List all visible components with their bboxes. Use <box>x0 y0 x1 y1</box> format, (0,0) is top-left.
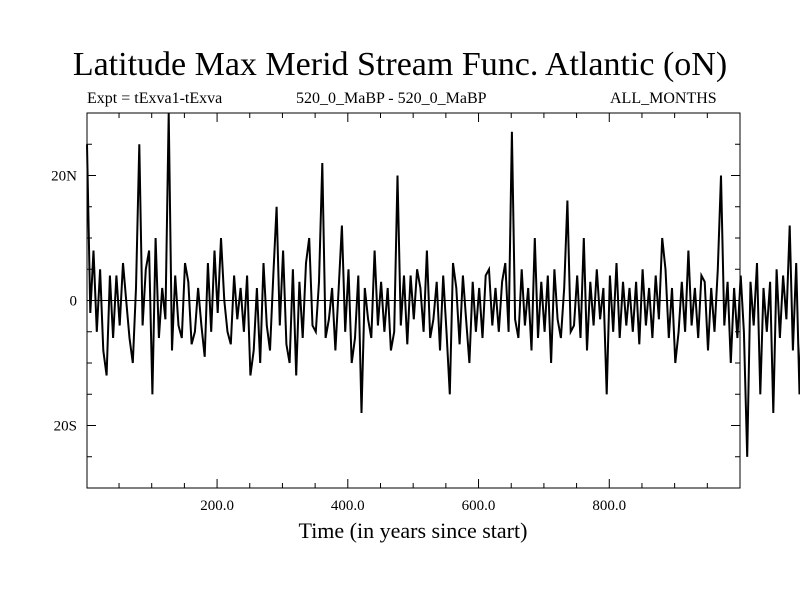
x-tick-label: 400.0 <box>331 498 365 514</box>
experiment-label: Expt = tExva1-tExva <box>87 90 223 107</box>
period-label: 520_0_MaBP - 520_0_MaBP <box>296 90 487 107</box>
x-axis-title: Time (in years since start) <box>298 518 528 543</box>
plot-frame <box>86 112 741 489</box>
months-label: ALL_MONTHS <box>610 90 717 107</box>
chart-title: Latitude Max Merid Stream Func. Atlantic… <box>72 46 728 83</box>
tick-labels: 200.0 400.0 600.0 800.0 20N 0 20S <box>51 169 626 515</box>
y-tick-label: 0 <box>70 294 78 310</box>
y-tick-label: 20N <box>51 169 77 185</box>
series-line <box>86 112 800 457</box>
x-tick-label: 200.0 <box>200 498 234 514</box>
x-tick-label: 800.0 <box>592 498 626 514</box>
y-tick-label: 20S <box>54 419 77 435</box>
x-tick-label: 600.0 <box>462 498 496 514</box>
